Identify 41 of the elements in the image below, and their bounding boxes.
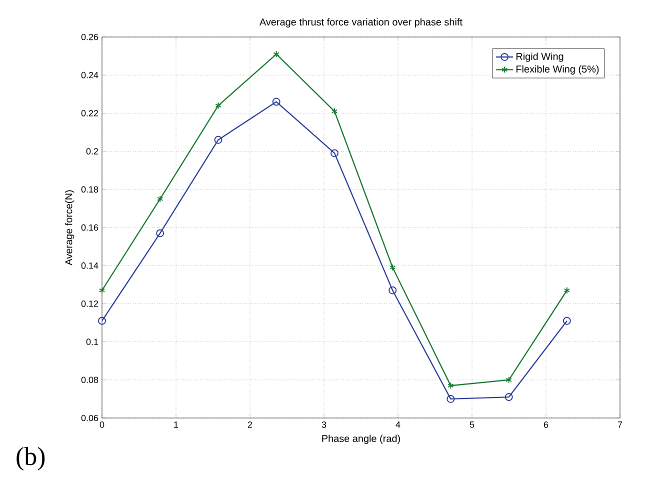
x-tick-label: 5 bbox=[470, 422, 474, 428]
point bbox=[215, 102, 222, 110]
x-tick-label: 6 bbox=[544, 422, 548, 428]
point bbox=[388, 286, 397, 294]
y-tick-label: 0.24 bbox=[81, 72, 98, 78]
x-tick-label: 1 bbox=[174, 422, 178, 428]
point bbox=[331, 108, 338, 115]
point bbox=[504, 393, 513, 402]
y-tick-label: 0.14 bbox=[81, 262, 98, 269]
point bbox=[98, 316, 106, 325]
point bbox=[448, 382, 454, 390]
y-tick-label: 0.2 bbox=[86, 148, 98, 154]
y-axis-title: Average force(N) bbox=[64, 190, 74, 266]
legend-label: Rigid Wing bbox=[516, 52, 564, 62]
x-tick-label: 3 bbox=[322, 422, 326, 428]
y-tick-label: 0.18 bbox=[81, 186, 98, 193]
y-tick-label: 0.16 bbox=[81, 224, 98, 231]
point bbox=[562, 316, 571, 325]
text: (b) bbox=[16, 446, 45, 470]
x-tick-label: 2 bbox=[248, 422, 252, 428]
point bbox=[157, 195, 164, 202]
y-tick-label: 0.08 bbox=[81, 376, 98, 384]
point bbox=[330, 149, 338, 158]
point bbox=[446, 394, 455, 403]
y-tick-label: 0.22 bbox=[81, 110, 98, 116]
y-tick-label: 0.06 bbox=[81, 414, 98, 422]
point bbox=[506, 376, 512, 384]
point bbox=[390, 264, 396, 271]
point bbox=[214, 136, 222, 144]
x-tick-label: 7 bbox=[618, 422, 622, 428]
point bbox=[273, 50, 280, 58]
y-tick-label: 0.12 bbox=[81, 300, 98, 307]
y-tick-label: 0.26 bbox=[81, 34, 98, 40]
x-tick-label: 4 bbox=[396, 422, 400, 428]
chart-title: Average thrust force variation over phase shift bbox=[259, 18, 462, 28]
point bbox=[272, 98, 280, 106]
x-axis-title: Phase angle (rad) bbox=[322, 434, 400, 444]
point bbox=[156, 229, 164, 238]
x-tick-label: 0 bbox=[100, 422, 104, 428]
y-tick-label: 0.1 bbox=[86, 338, 98, 345]
legend-label: Flexible Wing (5%) bbox=[516, 65, 599, 75]
